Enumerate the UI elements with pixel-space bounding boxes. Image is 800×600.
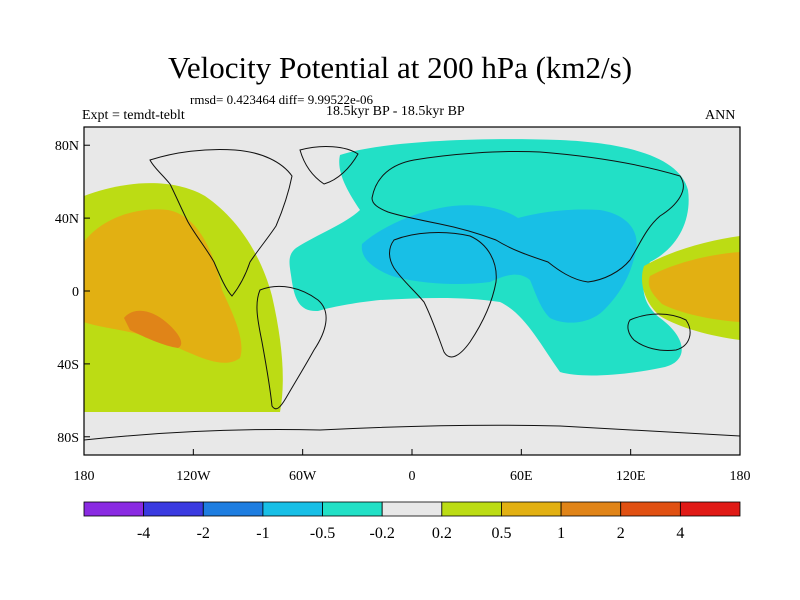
coastline-antarctica — [84, 424, 740, 441]
colorbar-label: -1 — [256, 525, 269, 542]
colorbar-swatch — [143, 501, 204, 517]
longitude-axis: 180 120W 60W 0 60E 120E 180 — [74, 449, 751, 484]
coastline-eurasia — [371, 150, 684, 283]
coastline-africa — [389, 232, 497, 358]
latitude-axis: 80N 40N 0 40S 80S — [55, 139, 90, 446]
contour-region-neg-1-0.5 — [361, 205, 637, 323]
colorbar-swatch — [620, 501, 681, 517]
experiment-label: Expt = temdt-teblt — [82, 108, 185, 123]
colorbar-swatch — [83, 501, 145, 517]
coastline-north-america — [149, 149, 293, 297]
lat-tick-label: 40N — [55, 212, 79, 227]
lon-tick-label: 0 — [409, 469, 416, 484]
lon-tick-label: 120W — [176, 469, 211, 484]
coastlines — [84, 146, 740, 441]
contour-region-pos-1-2-pacific — [124, 310, 182, 348]
colorbar-label: -4 — [137, 525, 150, 542]
colorbar: -4 -2 -1 -0.5 -0.2 0.2 0.5 1 2 4 — [83, 501, 741, 542]
colorbar-label: -2 — [197, 525, 210, 542]
stats-line: rmsd= 0.423464 diff= 9.99522e-06 — [190, 92, 374, 107]
colorbar-swatch — [381, 501, 443, 517]
colorbar-label: 4 — [676, 525, 684, 542]
lat-tick-label: 80N — [55, 139, 79, 154]
coastline-australia — [627, 313, 691, 351]
colorbar-swatch — [560, 501, 622, 517]
colorbar-label: 1 — [557, 525, 565, 542]
colorbar-label: -0.2 — [370, 525, 395, 542]
contour-region-pos-0.5-1-wpacific — [648, 252, 740, 322]
colorbar-swatch — [679, 501, 741, 517]
colorbar-label: 0.5 — [491, 525, 511, 542]
lon-tick-label: 120E — [616, 469, 646, 484]
coastline-greenland — [299, 146, 359, 185]
coastline-south-america — [256, 285, 327, 410]
colorbar-swatch — [202, 501, 264, 517]
colorbar-label: 2 — [617, 525, 625, 542]
contour-region-pos-0.5-1-pacific — [84, 209, 242, 363]
lat-tick-label: 80S — [57, 431, 79, 446]
lon-tick-label: 60E — [510, 469, 533, 484]
lat-tick-label: 40S — [57, 358, 79, 373]
season-label: ANN — [705, 108, 736, 123]
colorbar-swatch — [501, 501, 562, 517]
colorbar-swatch — [322, 501, 383, 517]
colorbar-swatch — [441, 501, 502, 517]
period-label: 18.5kyr BP - 18.5kyr BP — [326, 104, 465, 119]
contour-fills — [84, 139, 740, 412]
chart-title: Velocity Potential at 200 hPa (km2/s) — [167, 50, 633, 85]
lon-tick-label: 180 — [74, 469, 95, 484]
lat-tick-label: 0 — [72, 285, 79, 300]
colorbar-label: -0.5 — [310, 525, 335, 542]
colorbar-swatch — [262, 501, 323, 517]
lon-tick-label: 180 — [730, 469, 751, 484]
colorbar-label: 0.2 — [432, 525, 452, 542]
lon-tick-label: 60W — [289, 469, 317, 484]
